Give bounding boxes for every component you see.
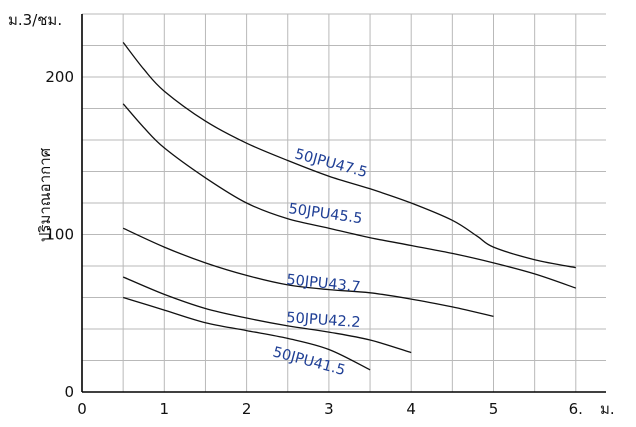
y-tick-label: 200 xyxy=(45,68,74,86)
x-tick-label: 5 xyxy=(489,400,499,418)
series-label: 50JPU47.5 xyxy=(293,146,369,181)
x-tick-label: 0 xyxy=(77,400,87,418)
series-line xyxy=(122,276,412,354)
y-axis-title: ปริมาณอากาศ xyxy=(36,147,54,242)
x-tick-label: 6. xyxy=(569,400,583,418)
series-50JPU42.2: 50JPU42.2 xyxy=(122,276,412,354)
x-tick-label: 1 xyxy=(160,400,170,418)
chart-grid xyxy=(82,13,606,392)
x-unit-label: ม. xyxy=(600,400,615,418)
series-line xyxy=(122,103,577,289)
series-50JPU43.7: 50JPU43.7 xyxy=(122,227,494,318)
series-label: 50JPU45.5 xyxy=(287,201,363,227)
y-tick-label: 0 xyxy=(64,383,74,401)
y-tick-label: 100 xyxy=(45,226,74,244)
x-tick-labels: 0 1 2 3 4 5 6. xyxy=(77,400,583,418)
y-tick-labels: 0 100 200 xyxy=(45,68,74,401)
series-line xyxy=(122,227,494,318)
series-line xyxy=(123,296,371,371)
x-tick-label: 4 xyxy=(406,400,416,418)
series-line xyxy=(122,42,576,269)
series-label: 50JPU42.2 xyxy=(286,310,361,331)
y-unit-label: ม.3/ชม. xyxy=(8,11,62,29)
x-tick-label: 3 xyxy=(324,400,334,418)
series-label: 50JPU41.5 xyxy=(271,344,347,379)
series-label: 50JPU43.7 xyxy=(286,272,362,296)
series-50JPU45.5: 50JPU45.5 xyxy=(122,103,577,289)
series-50JPU47.5: 50JPU47.5 xyxy=(122,42,576,269)
x-tick-label: 2 xyxy=(242,400,252,418)
